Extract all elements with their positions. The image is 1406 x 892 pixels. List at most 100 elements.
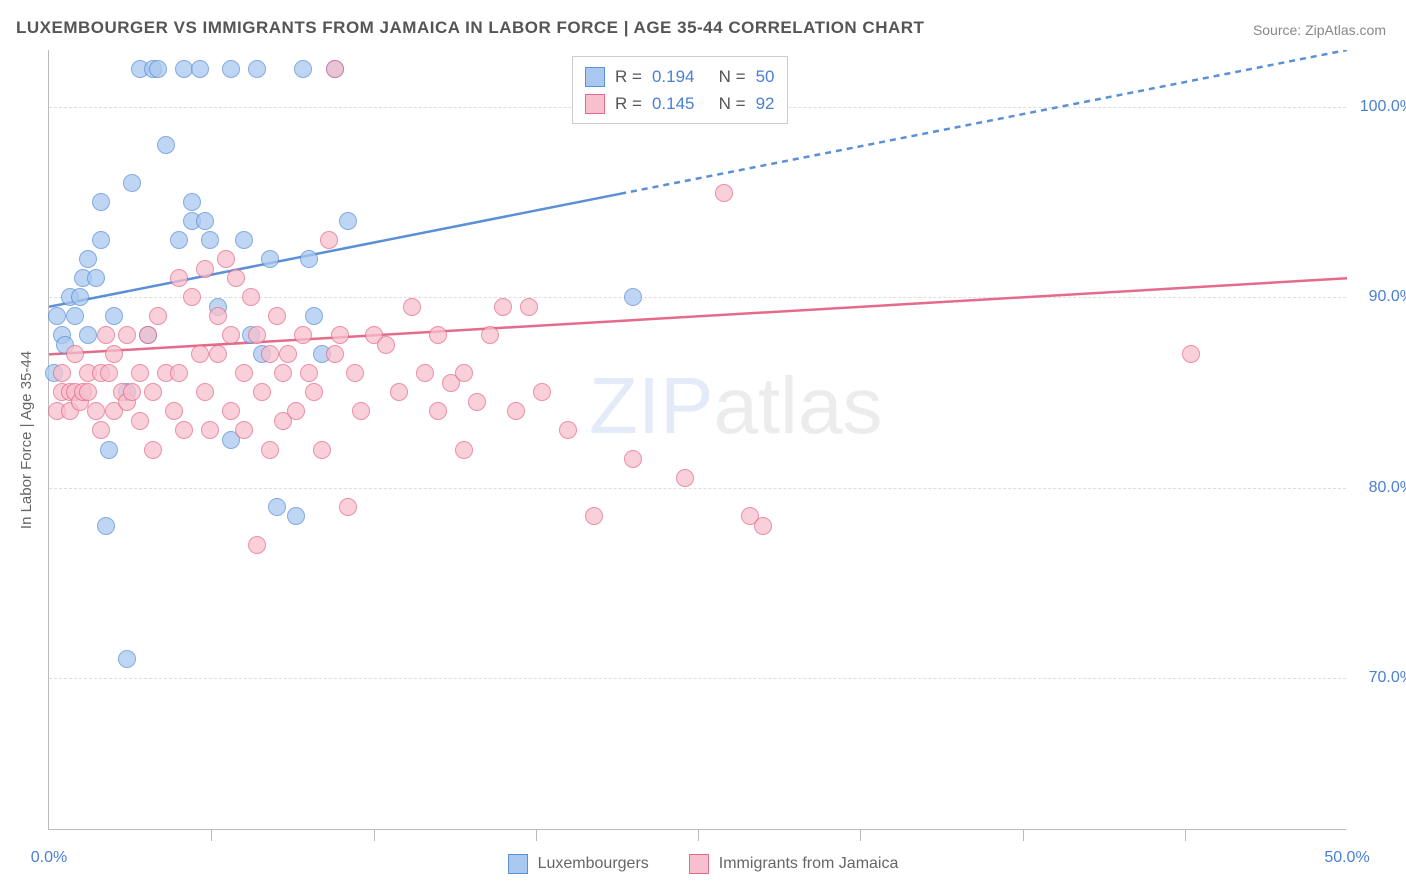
n-label: N =: [704, 63, 745, 90]
data-point: [170, 269, 188, 287]
x-tick: [1185, 829, 1186, 841]
legend-label: Luxembourgers: [538, 855, 649, 873]
gridline-h: [49, 488, 1346, 489]
x-tick: [1023, 829, 1024, 841]
data-point: [149, 60, 167, 78]
data-point: [676, 469, 694, 487]
data-point: [274, 364, 292, 382]
data-point: [429, 402, 447, 420]
legend-label: Immigrants from Jamaica: [719, 855, 899, 873]
stats-row: R = 0.194 N = 50: [585, 63, 775, 90]
data-point: [191, 345, 209, 363]
n-value: 92: [756, 90, 775, 117]
legend-item: Immigrants from Jamaica: [689, 854, 899, 874]
correlation-chart: LUXEMBOURGER VS IMMIGRANTS FROM JAMAICA …: [0, 0, 1406, 892]
data-point: [294, 60, 312, 78]
y-axis-label: In Labor Force | Age 35-44: [18, 351, 35, 529]
data-point: [624, 288, 642, 306]
data-point: [507, 402, 525, 420]
data-point: [715, 184, 733, 202]
plot-area: ZIPatlas 70.0%80.0%90.0%100.0%0.0%50.0%: [48, 50, 1346, 830]
data-point: [227, 269, 245, 287]
data-point: [242, 288, 260, 306]
chart-title: LUXEMBOURGER VS IMMIGRANTS FROM JAMAICA …: [16, 18, 924, 38]
data-point: [209, 345, 227, 363]
data-point: [248, 326, 266, 344]
data-point: [217, 250, 235, 268]
r-label: R =: [615, 63, 642, 90]
data-point: [196, 260, 214, 278]
data-point: [313, 441, 331, 459]
data-point: [248, 60, 266, 78]
n-label: N =: [704, 90, 745, 117]
data-point: [585, 507, 603, 525]
data-point: [87, 402, 105, 420]
data-point: [79, 326, 97, 344]
data-point: [261, 345, 279, 363]
data-point: [201, 231, 219, 249]
data-point: [390, 383, 408, 401]
data-point: [222, 402, 240, 420]
data-point: [481, 326, 499, 344]
y-tick-label: 80.0%: [1369, 479, 1406, 497]
data-point: [131, 412, 149, 430]
r-value: 0.194: [652, 63, 695, 90]
data-point: [1182, 345, 1200, 363]
y-tick-label: 100.0%: [1360, 98, 1406, 116]
data-point: [105, 307, 123, 325]
chart-source: Source: ZipAtlas.com: [1253, 22, 1386, 38]
data-point: [97, 517, 115, 535]
r-value: 0.145: [652, 90, 695, 117]
data-point: [79, 250, 97, 268]
series-legend: Luxembourgers Immigrants from Jamaica: [0, 854, 1406, 874]
n-value: 50: [756, 63, 775, 90]
data-point: [279, 345, 297, 363]
data-point: [222, 60, 240, 78]
data-point: [66, 345, 84, 363]
data-point: [92, 421, 110, 439]
data-point: [268, 307, 286, 325]
data-point: [97, 326, 115, 344]
stats-row: R = 0.145 N = 92: [585, 90, 775, 117]
data-point: [196, 212, 214, 230]
data-point: [326, 60, 344, 78]
data-point: [139, 326, 157, 344]
data-point: [71, 288, 89, 306]
data-point: [455, 441, 473, 459]
data-point: [209, 307, 227, 325]
data-point: [123, 174, 141, 192]
data-point: [331, 326, 349, 344]
data-point: [305, 307, 323, 325]
data-point: [100, 364, 118, 382]
data-point: [326, 345, 344, 363]
x-tick: [860, 829, 861, 841]
data-point: [105, 345, 123, 363]
data-point: [165, 402, 183, 420]
data-point: [53, 364, 71, 382]
data-point: [533, 383, 551, 401]
data-point: [624, 450, 642, 468]
data-point: [79, 383, 97, 401]
x-tick: [374, 829, 375, 841]
watermark: ZIPatlas: [589, 360, 882, 452]
r-label: R =: [615, 90, 642, 117]
gridline-h: [49, 678, 1346, 679]
data-point: [455, 364, 473, 382]
data-point: [222, 326, 240, 344]
data-point: [123, 383, 141, 401]
data-point: [300, 364, 318, 382]
data-point: [149, 307, 167, 325]
data-point: [287, 402, 305, 420]
y-tick-label: 90.0%: [1369, 288, 1406, 306]
legend-swatch: [585, 67, 605, 87]
data-point: [201, 421, 219, 439]
y-tick-label: 70.0%: [1369, 669, 1406, 687]
legend-swatch: [585, 94, 605, 114]
data-point: [118, 326, 136, 344]
data-point: [352, 402, 370, 420]
data-point: [235, 231, 253, 249]
x-tick: [536, 829, 537, 841]
data-point: [131, 364, 149, 382]
data-point: [191, 60, 209, 78]
data-point: [520, 298, 538, 316]
